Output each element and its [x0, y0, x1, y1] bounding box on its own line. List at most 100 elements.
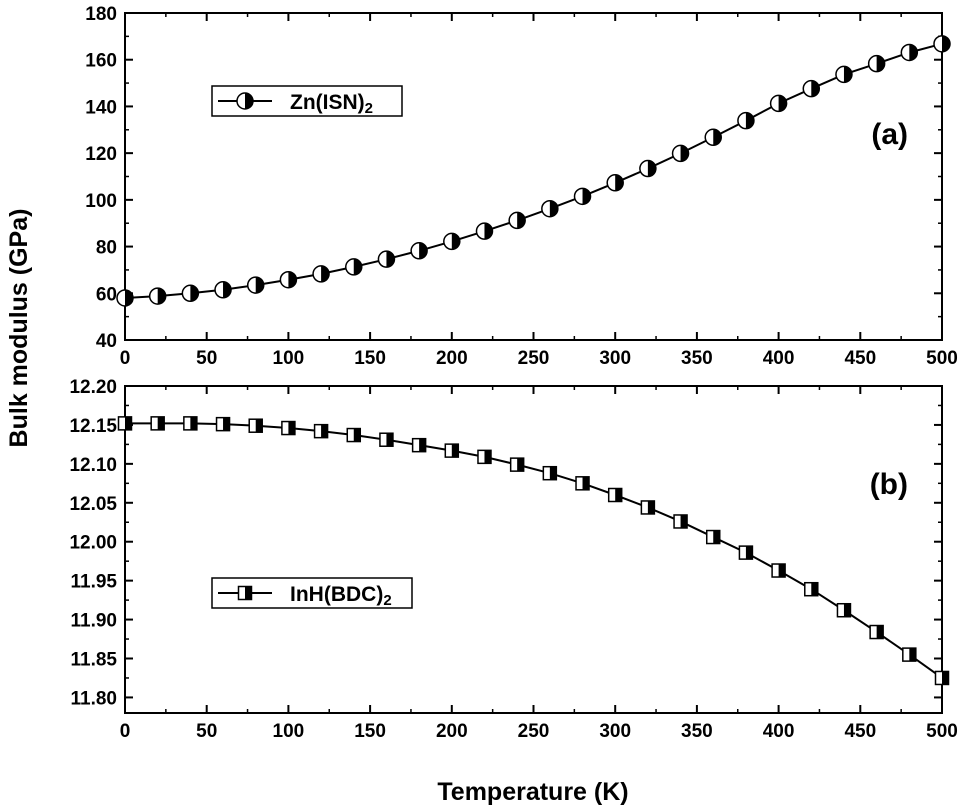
data-point: [117, 416, 133, 431]
y-tick-label: 11.95: [71, 572, 118, 593]
data-point: [150, 416, 165, 431]
data-point: [933, 35, 951, 53]
x-tick-label: 200: [436, 348, 468, 369]
x-tick-label: 400: [763, 721, 795, 742]
panel-label: (b): [870, 468, 908, 501]
data-point: [869, 624, 884, 640]
data-point: [248, 418, 263, 433]
y-tick-label: 140: [85, 97, 117, 118]
data-point: [769, 94, 788, 113]
y-tick-label: 12.20: [69, 377, 117, 398]
y-tick-label: 11.90: [71, 611, 118, 632]
data-point: [542, 465, 558, 481]
data-point: [313, 423, 329, 439]
data-point: [934, 670, 950, 686]
data-point: [509, 457, 525, 472]
x-axis-title: Temperature (K): [437, 778, 628, 806]
data-point: [116, 289, 134, 307]
y-tick-label: 160: [85, 51, 117, 72]
data-point: [640, 500, 656, 515]
x-tick-label: 450: [844, 721, 876, 742]
data-point: [771, 563, 786, 578]
data-point: [575, 476, 590, 491]
y-tick-label: 12.15: [69, 416, 117, 437]
data-point: [804, 581, 819, 597]
data-point: [836, 602, 852, 618]
x-tick-label: 50: [196, 721, 217, 742]
data-point: [867, 54, 886, 73]
data-point: [181, 284, 200, 303]
x-tick-label: 450: [844, 348, 876, 369]
y-tick-label: 80: [96, 238, 117, 259]
data-point: [281, 420, 296, 436]
data-point: [312, 265, 330, 283]
legend-marker: [237, 585, 253, 601]
y-tick-label: 100: [85, 191, 117, 212]
x-tick-label: 150: [354, 721, 386, 742]
y-tick-label: 11.80: [71, 688, 118, 709]
data-point: [215, 416, 231, 432]
data-point: [900, 43, 919, 62]
data-point: [346, 427, 362, 443]
y-tick-label: 12.10: [69, 455, 117, 476]
data-point: [573, 187, 592, 206]
data-point: [802, 79, 821, 98]
data-point: [246, 276, 265, 294]
y-tick-label: 120: [85, 144, 117, 165]
legend-label: InH(BDC)2: [290, 583, 392, 609]
data-point: [541, 199, 559, 218]
data-point: [639, 159, 657, 178]
data-point: [411, 437, 427, 453]
series-line: [125, 422, 943, 679]
legend-marker: [236, 92, 254, 110]
x-tick-label: 500: [926, 721, 958, 742]
x-tick-label: 200: [436, 721, 468, 742]
data-point: [902, 647, 917, 662]
data-point: [443, 232, 461, 251]
x-tick-label: 50: [196, 348, 217, 369]
legend-label: Zn(ISN)2: [290, 91, 373, 117]
x-tick-label: 250: [518, 348, 550, 369]
data-point: [671, 144, 690, 163]
x-tick-label: 400: [763, 348, 795, 369]
data-point: [508, 211, 526, 230]
x-tick-label: 500: [926, 348, 958, 369]
x-tick-label: 300: [599, 348, 631, 369]
data-point: [379, 432, 394, 447]
data-point: [737, 111, 755, 130]
x-tick-label: 100: [273, 721, 305, 742]
x-tick-label: 300: [599, 721, 631, 742]
y-tick-label: 180: [85, 4, 117, 25]
y-axis-title: Bulk modulus (GPa): [5, 209, 33, 448]
y-tick-label: 12.05: [69, 494, 117, 515]
data-point: [410, 242, 428, 260]
data-point: [738, 545, 754, 560]
data-point: [705, 529, 721, 545]
data-point: [475, 222, 494, 240]
data-point: [444, 443, 460, 458]
data-point: [214, 281, 232, 299]
panel-b: 0 50 100 150 200 250 300 350 400 450 500 11.80 11.85…: [69, 377, 957, 742]
data-point: [148, 287, 167, 305]
x-tick-label: 350: [681, 348, 713, 369]
data-point: [377, 250, 396, 268]
y-tick-label: 11.85: [71, 650, 118, 671]
data-point: [183, 416, 198, 431]
x-tick-label: 150: [354, 348, 386, 369]
x-tick-label: 0: [120, 348, 131, 369]
series-line: [124, 42, 943, 299]
data-point: [673, 514, 688, 529]
y-tick-label: 12.00: [69, 533, 117, 554]
x-tick-label: 100: [273, 348, 305, 369]
data-point: [607, 487, 623, 503]
plot-frame: [124, 12, 943, 341]
panel-a: 0 50 100 150 200 250 300 350 400 450 500 40 60 80 100 1…: [85, 4, 958, 369]
x-tick-label: 250: [518, 721, 550, 742]
y-tick-label: 40: [96, 331, 117, 352]
data-point: [345, 258, 363, 276]
data-point: [835, 65, 853, 84]
panel-label: (a): [871, 118, 908, 151]
y-tick-label: 60: [96, 284, 117, 305]
plot-frame: [124, 385, 943, 714]
